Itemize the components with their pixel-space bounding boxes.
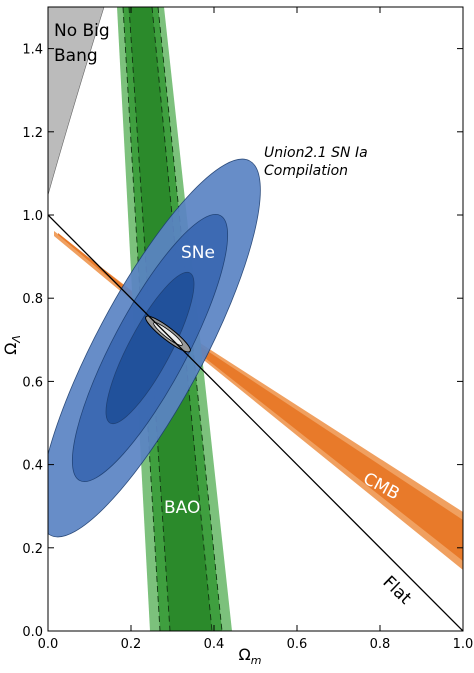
sne-contour: [48, 158, 261, 538]
y-tick-label: 1.2: [22, 126, 43, 141]
flat-line: [48, 214, 463, 631]
y-tick-label: 0.8: [22, 292, 43, 307]
y-axis-label: ΩΛ: [1, 335, 23, 355]
x-axis-label: Ωm: [239, 645, 262, 667]
y-tick-label: 1.4: [22, 43, 43, 58]
x-tick-label: 1.0: [453, 637, 474, 652]
x-tick-label: 0.6: [287, 637, 308, 652]
annotation: BAO: [164, 498, 200, 518]
x-tick-label: 0.2: [121, 637, 142, 652]
x-tick-label: 0.0: [38, 637, 59, 652]
y-tick-label: 0.6: [22, 375, 43, 390]
y-tick-label: 0.0: [22, 625, 43, 640]
x-tick-label: 0.4: [204, 637, 225, 652]
annotation: No Big: [54, 21, 110, 41]
annotation: SNe: [181, 243, 215, 263]
y-tick-label: 0.2: [22, 542, 43, 557]
annotation: Bang: [54, 46, 98, 66]
plot-frame: [47, 6, 464, 632]
annotation: Compilation: [264, 163, 348, 179]
x-tick-label: 0.8: [370, 637, 391, 652]
y-tick-label: 0.4: [22, 459, 43, 474]
plot-area: [48, 7, 463, 631]
no-big-bang-region: [48, 7, 105, 196]
y-tick-label: 1.0: [22, 209, 43, 224]
annotation: Union2.1 SN Ia: [264, 145, 368, 161]
